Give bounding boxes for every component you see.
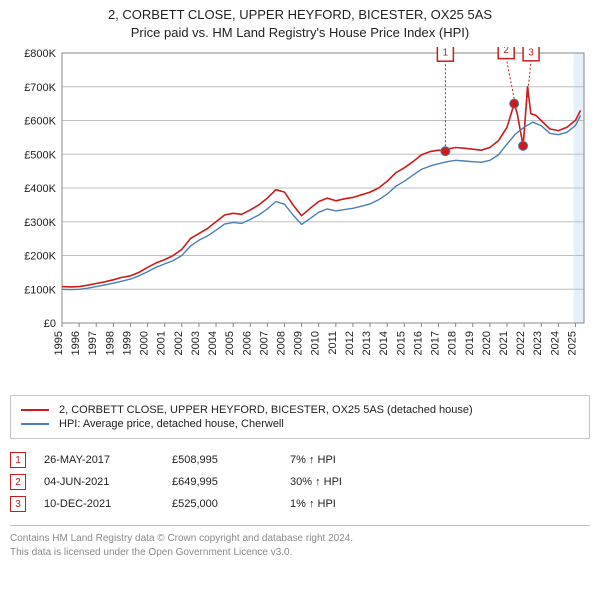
svg-text:2009: 2009 xyxy=(293,331,305,355)
svg-text:1999: 1999 xyxy=(121,331,133,355)
sale-marker-id: 1 xyxy=(10,452,26,468)
legend-swatch xyxy=(21,409,49,411)
svg-text:2: 2 xyxy=(503,47,509,56)
svg-text:£500K: £500K xyxy=(24,149,56,161)
sale-marker-id: 3 xyxy=(10,496,26,512)
svg-text:3: 3 xyxy=(528,47,534,58)
legend-item: HPI: Average price, detached house, Cher… xyxy=(21,418,579,430)
title-line-2: Price paid vs. HM Land Registry's House … xyxy=(10,24,590,42)
svg-text:£700K: £700K xyxy=(24,82,56,94)
chart-plot: £0 £100K £200K £300K £400K £500K £600K £700K £80… xyxy=(10,47,590,387)
sale-price: £649,995 xyxy=(172,476,272,488)
svg-text:2013: 2013 xyxy=(361,331,373,355)
svg-text:2014: 2014 xyxy=(378,331,390,355)
svg-text:2015: 2015 xyxy=(395,331,407,355)
svg-text:2000: 2000 xyxy=(139,331,151,355)
sale-date: 26-MAY-2017 xyxy=(44,454,154,466)
svg-text:1: 1 xyxy=(443,48,449,59)
svg-text:1995: 1995 xyxy=(53,331,65,355)
svg-text:2012: 2012 xyxy=(344,331,356,355)
svg-text:2022: 2022 xyxy=(515,331,527,355)
sale-row: 2 04-JUN-2021 £649,995 30% ↑ HPI xyxy=(10,471,590,493)
legend-item: 2, CORBETT CLOSE, UPPER HEYFORD, BICESTE… xyxy=(21,404,579,416)
sale-delta: 1% ↑ HPI xyxy=(290,498,400,510)
svg-text:2025: 2025 xyxy=(566,331,578,355)
svg-text:1998: 1998 xyxy=(104,331,116,355)
chart-svg: £0 £100K £200K £300K £400K £500K £600K £700K £80… xyxy=(10,47,590,387)
sale-row: 3 10-DEC-2021 £525,000 1% ↑ HPI xyxy=(10,493,590,515)
legend: 2, CORBETT CLOSE, UPPER HEYFORD, BICESTE… xyxy=(10,395,590,439)
svg-text:£0: £0 xyxy=(44,318,56,330)
svg-text:£200K: £200K xyxy=(24,251,56,263)
sale-row: 1 26-MAY-2017 £508,995 7% ↑ HPI xyxy=(10,449,590,471)
svg-text:2021: 2021 xyxy=(498,331,510,355)
sale-date: 10-DEC-2021 xyxy=(44,498,154,510)
svg-text:2008: 2008 xyxy=(275,331,287,355)
svg-text:2016: 2016 xyxy=(412,331,424,355)
svg-text:2001: 2001 xyxy=(156,331,168,355)
footnote-line-2: This data is licensed under the Open Gov… xyxy=(10,546,590,560)
footnote-line-1: Contains HM Land Registry data © Crown c… xyxy=(10,532,590,546)
legend-label: HPI: Average price, detached house, Cher… xyxy=(59,418,284,430)
svg-text:2004: 2004 xyxy=(207,331,219,355)
svg-text:2020: 2020 xyxy=(481,331,493,355)
svg-text:2007: 2007 xyxy=(258,331,270,355)
svg-text:2010: 2010 xyxy=(310,331,322,355)
svg-text:2005: 2005 xyxy=(224,331,236,355)
svg-text:2003: 2003 xyxy=(190,331,202,355)
svg-text:2023: 2023 xyxy=(532,331,544,355)
title-block: 2, CORBETT CLOSE, UPPER HEYFORD, BICESTE… xyxy=(10,6,590,41)
svg-text:2006: 2006 xyxy=(241,331,253,355)
sale-price: £525,000 xyxy=(172,498,272,510)
svg-text:£800K: £800K xyxy=(24,48,56,60)
svg-text:2017: 2017 xyxy=(430,331,442,355)
legend-label: 2, CORBETT CLOSE, UPPER HEYFORD, BICESTE… xyxy=(59,404,473,416)
svg-text:2018: 2018 xyxy=(447,331,459,355)
footnote: Contains HM Land Registry data © Crown c… xyxy=(10,525,590,559)
svg-text:1996: 1996 xyxy=(70,331,82,355)
sale-marker-id: 2 xyxy=(10,474,26,490)
sale-delta: 7% ↑ HPI xyxy=(290,454,400,466)
sale-date: 04-JUN-2021 xyxy=(44,476,154,488)
svg-text:2019: 2019 xyxy=(464,331,476,355)
sales-table: 1 26-MAY-2017 £508,995 7% ↑ HPI 2 04-JUN-2021… xyxy=(10,449,590,515)
svg-text:£400K: £400K xyxy=(24,183,56,195)
svg-text:£100K: £100K xyxy=(24,284,56,296)
sale-delta: 30% ↑ HPI xyxy=(290,476,400,488)
svg-text:£600K: £600K xyxy=(24,116,56,128)
legend-swatch xyxy=(21,423,49,425)
svg-text:£300K: £300K xyxy=(24,217,56,229)
svg-text:2024: 2024 xyxy=(549,331,561,355)
title-line-1: 2, CORBETT CLOSE, UPPER HEYFORD, BICESTE… xyxy=(10,6,590,24)
sale-price: £508,995 xyxy=(172,454,272,466)
svg-text:1997: 1997 xyxy=(87,331,99,355)
svg-text:2002: 2002 xyxy=(173,331,185,355)
chart-container: 2, CORBETT CLOSE, UPPER HEYFORD, BICESTE… xyxy=(0,0,600,569)
svg-text:2011: 2011 xyxy=(327,331,339,355)
